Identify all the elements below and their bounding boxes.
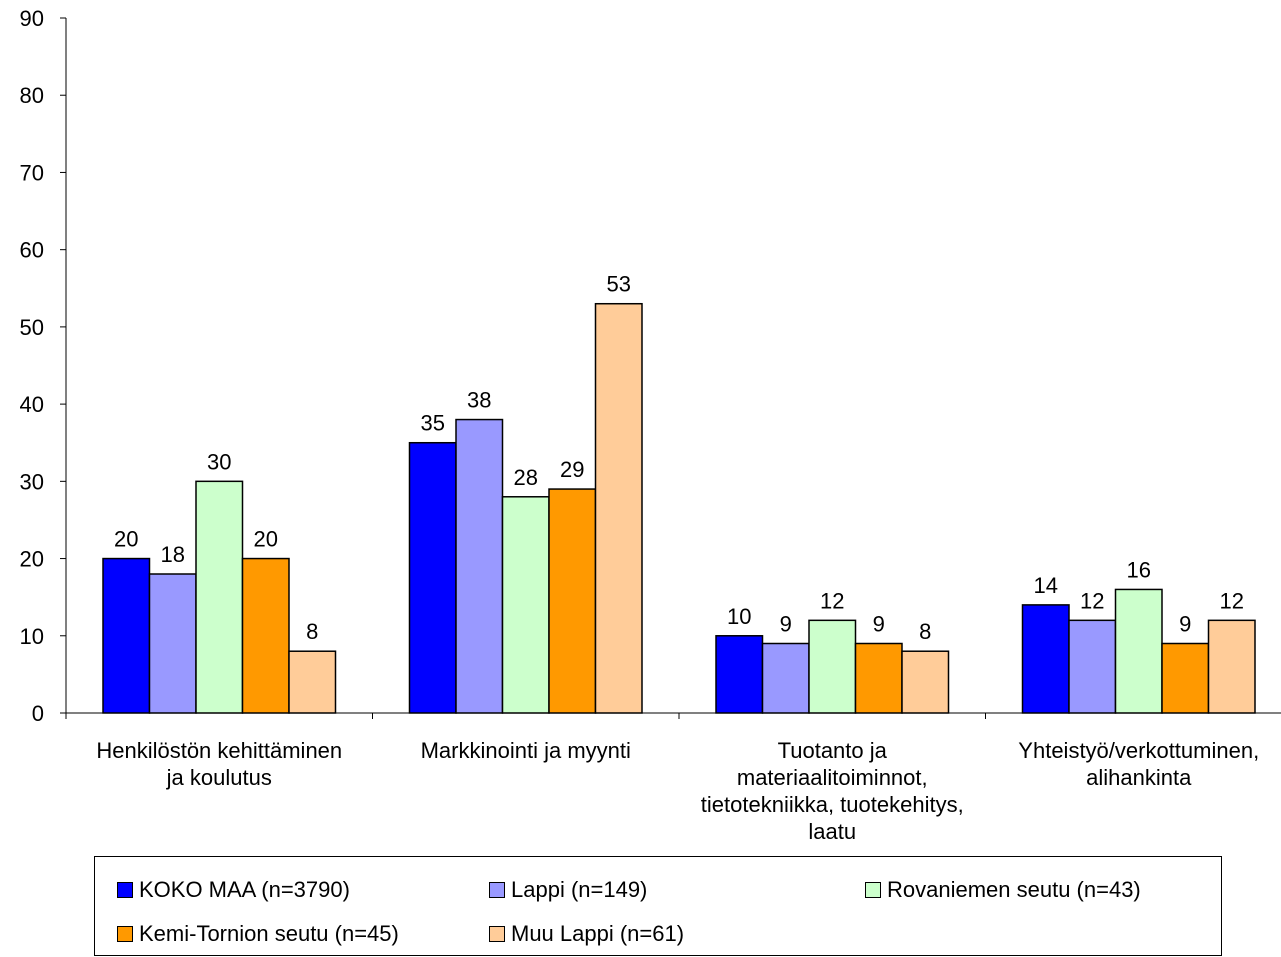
x-category-label-line: tietotekniikka, tuotekehitys, [701,792,964,817]
bar [1207,619,1256,714]
x-category-label-line: Markkinointi ja myynti [421,738,631,763]
bar-value-label: 28 [514,465,538,490]
y-tick-label: 70 [20,160,44,185]
bar-value-label: 20 [114,527,138,552]
bar-value-label: 18 [161,542,185,567]
bar [548,488,597,714]
x-category-label-line: materiaalitoiminnot, [737,765,928,790]
bar-value-label: 9 [780,612,792,637]
bar-value-label: 16 [1127,557,1151,582]
bar-value-label: 8 [306,619,318,644]
y-tick-label: 90 [20,6,44,31]
bar [241,557,290,714]
y-tick-label: 40 [20,392,44,417]
bar [455,418,504,714]
x-category-label-line: laatu [808,819,856,844]
y-tick-label: 80 [20,83,44,108]
bar [1161,642,1210,714]
bar-value-label: 30 [207,449,231,474]
bar [761,642,810,714]
x-category-label: Henkilöstön kehittäminen ja koulutus [96,738,342,790]
bar [594,302,643,714]
bar [288,650,337,714]
legend-item: Rovaniemen seutu (n=43) [865,877,1141,903]
bar-value-label: 9 [1179,612,1191,637]
y-tick-label: 30 [20,469,44,494]
x-category-label: Yhteistyö/verkottuminen, alihankinta [1018,738,1259,790]
bar [501,496,550,714]
legend-item: KOKO MAA (n=3790) [117,877,350,903]
bar [408,441,457,714]
bar-value-label: 53 [607,272,631,297]
y-tick-label: 20 [20,547,44,572]
legend-swatch [117,926,133,942]
bar [808,619,857,714]
bar [715,635,764,714]
bar-value-label: 8 [919,619,931,644]
x-category-label-line: Henkilöstön kehittäminen [96,738,342,763]
y-tick-label: 10 [20,624,44,649]
legend-item: Muu Lappi (n=61) [489,921,684,947]
x-category-label-line: ja koulutus [166,765,272,790]
legend-label: Lappi (n=149) [511,877,648,902]
bar [195,480,244,714]
bar [1068,619,1117,714]
legend-swatch [489,926,505,942]
x-category-label: Tuotanto ja materiaalitoiminnot, tietotekn… [701,738,964,844]
legend-label: Rovaniemen seutu (n=43) [887,877,1141,902]
y-tick-label: 0 [32,701,44,726]
bar-value-label: 38 [467,388,491,413]
bar-value-label: 14 [1034,573,1058,598]
bar-value-label: 9 [873,612,885,637]
legend-label: KOKO MAA (n=3790) [139,877,350,902]
bar-value-label: 12 [1080,588,1104,613]
chart-legend: KOKO MAA (n=3790) Lappi (n=149) Rovaniemen… [94,856,1222,956]
legend-label: Muu Lappi (n=61) [511,921,685,946]
x-category-label: Markkinointi ja myynti [421,738,631,763]
legend-item: Kemi-Tornion seutu (n=45) [117,921,399,947]
x-category-label-line: Yhteistyö/verkottuminen, [1018,738,1259,763]
legend-swatch [865,882,881,898]
bar [1021,604,1070,714]
bar-value-label: 35 [421,411,445,436]
y-tick-label: 60 [20,238,44,263]
x-category-label-line: Tuotanto ja [778,738,888,763]
bar [148,573,197,714]
bar-value-label: 10 [727,604,751,629]
bar [854,642,903,714]
bar-value-label: 12 [820,588,844,613]
bar-value-label: 12 [1220,588,1244,613]
bar-value-label: 29 [560,457,584,482]
y-tick-label: 50 [20,315,44,340]
bar [102,557,151,714]
legend-label: Kemi-Tornion seutu (n=45) [139,921,399,946]
legend-swatch [489,882,505,898]
legend-swatch [117,882,133,898]
bar [1114,588,1163,714]
x-category-label-line: alihankinta [1086,765,1192,790]
bar [901,650,950,714]
legend-item: Lappi (n=149) [489,877,647,903]
bar-value-label: 20 [254,527,278,552]
